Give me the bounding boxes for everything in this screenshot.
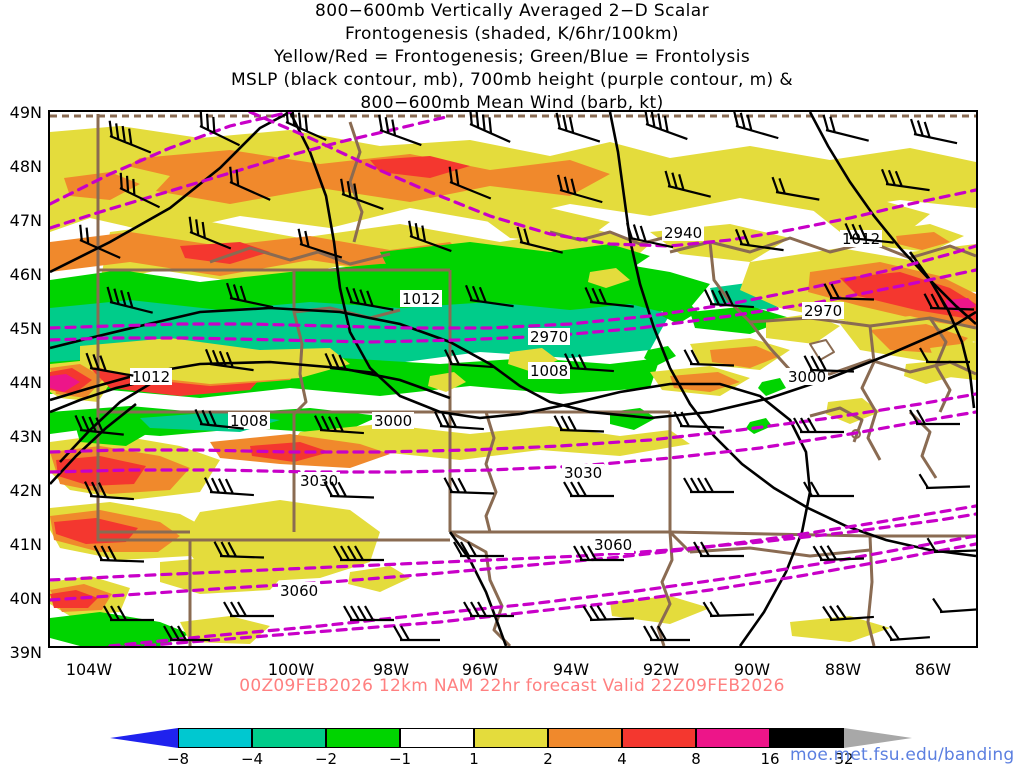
mslp-contours (50, 112, 976, 646)
y-tick-44N: 44N (9, 373, 42, 392)
x-tick-98W: 98W (372, 660, 410, 679)
title-line-4: MSLP (black contour, mb), 700mb height (… (230, 70, 794, 90)
colorbar-seg-green (326, 728, 400, 748)
source-watermark: moe.met.fsu.edu/banding (790, 745, 1015, 765)
y-tick-43N: 43N (9, 427, 42, 446)
y-tick-41N: 41N (9, 535, 42, 554)
svg-text:1008: 1008 (230, 412, 268, 430)
height-label: 3000 (372, 412, 414, 430)
y-tick-45N: 45N (9, 319, 42, 338)
x-tick-94W: 94W (552, 660, 590, 679)
y-tick-39N: 39N (9, 643, 42, 662)
colorbar-tick-32: 32 (834, 750, 854, 768)
colorbar-tick--1: −1 (388, 750, 412, 768)
mslp-label: 1012 (130, 368, 172, 386)
svg-text:1008: 1008 (530, 362, 568, 380)
colorbar-seg-cyan (178, 728, 252, 748)
colorbar-seg-orange (548, 728, 622, 748)
y-tick-49N: 49N (9, 103, 42, 122)
svg-text:3030: 3030 (564, 464, 602, 482)
y-tick-40N: 40N (9, 589, 42, 608)
y-tick-46N: 46N (9, 265, 42, 284)
title-line-2: Frontogenesis (shaded, K/6hr/100km) (345, 24, 679, 44)
colorbar-tick-16: 16 (760, 750, 780, 768)
svg-text:3060: 3060 (280, 582, 318, 600)
x-tick-90W: 90W (733, 660, 771, 679)
height-label: 3030 (298, 472, 340, 490)
map-plot-area: 1012 1012 1012 1008 1008 2940 (48, 110, 978, 648)
y-tick-47N: 47N (9, 211, 42, 230)
colorbar-seg-yellow (474, 728, 548, 748)
y-tick-48N: 48N (9, 157, 42, 176)
y-tick-42N: 42N (9, 481, 42, 500)
colorbar-seg-magenta (696, 728, 770, 748)
title-line-3: Yellow/Red = Frontogenesis; Green/Blue =… (273, 47, 751, 67)
x-tick-104W: 104W (65, 660, 113, 679)
forecast-caption: 00Z09FEB2026 12km NAM 22hr forecast Vali… (239, 676, 785, 696)
height-label: 2970 (802, 302, 844, 320)
title-line-1: 800−600mb Vertically Averaged 2−D Scalar (315, 1, 709, 21)
colorbar-tick-1: 1 (469, 750, 479, 768)
svg-text:3060: 3060 (594, 536, 632, 554)
svg-text:1012: 1012 (402, 290, 440, 308)
wind-barbs (74, 112, 976, 642)
colorbar-tick-8: 8 (691, 750, 701, 768)
colorbar-seg-teal (252, 728, 326, 748)
x-tick-100W: 100W (267, 660, 315, 679)
colorbar-tick-2: 2 (543, 750, 553, 768)
x-tick-96W: 96W (461, 660, 499, 679)
map-canvas: 1012 1012 1012 1008 1008 2940 (50, 112, 976, 646)
mslp-label: 1008 (228, 412, 270, 430)
figure-title-block: 800−600mb Vertically Averaged 2−D Scalar… (0, 0, 1024, 115)
x-tick-88W: 88W (824, 660, 862, 679)
svg-text:1012: 1012 (132, 368, 170, 386)
height-label: 3000 (786, 368, 828, 386)
x-tick-86W: 86W (914, 660, 952, 679)
contour-labels: 1012 1012 1012 1008 1008 2940 (130, 224, 882, 600)
colorbar-seg-black (770, 728, 844, 748)
svg-text:3030: 3030 (300, 472, 338, 490)
colorbar-tick--8: −8 (166, 750, 190, 768)
svg-text:3000: 3000 (374, 412, 412, 430)
colorbar-seg-white (400, 728, 474, 748)
colorbar-tick-4: 4 (617, 750, 627, 768)
height-label: 2970 (528, 328, 570, 346)
height-label: 3060 (592, 536, 634, 554)
height-label: 3030 (562, 464, 604, 482)
colorbar: −8 −4 −2 −1 1 2 4 8 16 32 (110, 728, 912, 768)
colorbar-seg-red (622, 728, 696, 748)
height-label: 3060 (278, 582, 320, 600)
height-label: 2940 (662, 224, 704, 242)
mslp-label: 1012 (400, 290, 442, 308)
colorbar-over-arrow (844, 728, 912, 748)
svg-text:2970: 2970 (530, 328, 568, 346)
svg-text:2970: 2970 (804, 302, 842, 320)
title-line-5: 800−600mb Mean Wind (barb, kt) (360, 93, 664, 113)
svg-text:2940: 2940 (664, 224, 702, 242)
colorbar-tick--2: −2 (314, 750, 338, 768)
colorbar-tick--4: −4 (240, 750, 264, 768)
svg-text:3000: 3000 (788, 368, 826, 386)
height-contours-700mb (50, 112, 976, 646)
colorbar-under-arrow (110, 728, 178, 748)
x-tick-92W: 92W (642, 660, 680, 679)
x-tick-102W: 102W (166, 660, 214, 679)
mslp-label: 1008 (528, 362, 570, 380)
